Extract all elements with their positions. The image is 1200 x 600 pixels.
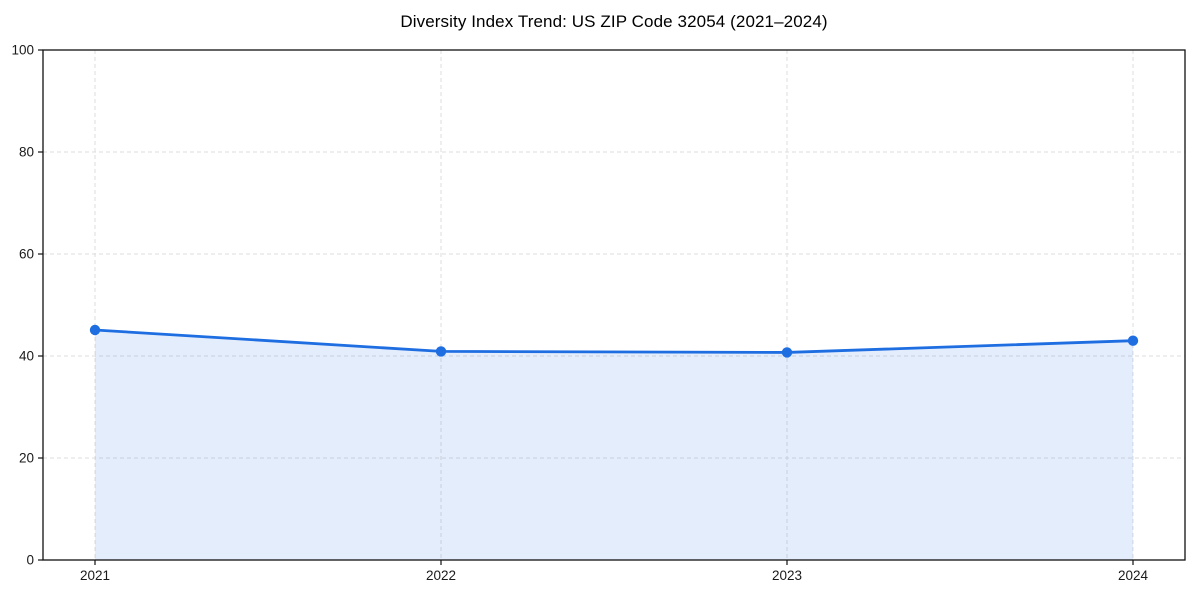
y-tick-label: 100 [11, 43, 34, 58]
chart-title: Diversity Index Trend: US ZIP Code 32054… [400, 12, 828, 31]
x-tick-label: 2021 [80, 568, 110, 583]
data-point-2024 [1127, 335, 1139, 346]
data-point-2022 [435, 346, 447, 357]
data-point-2023 [781, 347, 793, 358]
y-tick-label: 0 [26, 553, 34, 568]
y-tick-label: 40 [19, 349, 34, 364]
x-tick-label: 2024 [1118, 568, 1149, 583]
plot-border [42, 49, 1186, 561]
x-tick-label: 2022 [426, 568, 456, 583]
y-tick-label: 20 [19, 451, 34, 466]
trend-line [93, 328, 1135, 354]
x-tick-label: 2023 [772, 568, 802, 583]
y-tick-label: 60 [19, 247, 34, 262]
y-tick-label: 80 [19, 145, 34, 160]
data-point-2021 [89, 324, 101, 336]
area-fill [95, 329, 1133, 560]
